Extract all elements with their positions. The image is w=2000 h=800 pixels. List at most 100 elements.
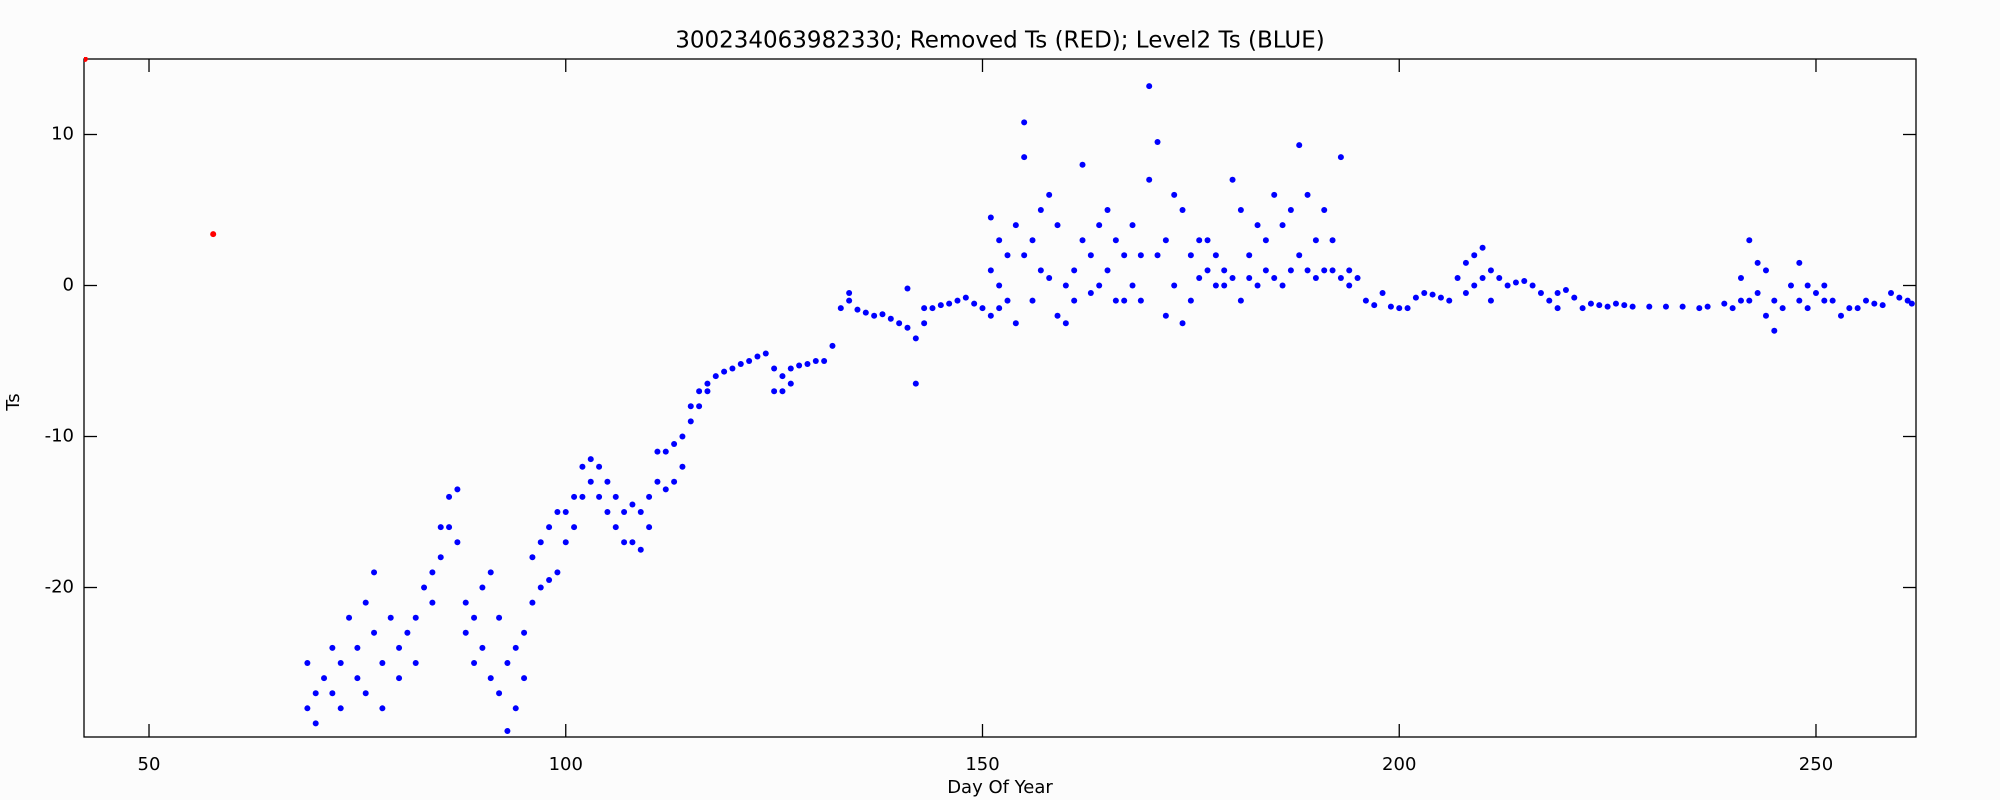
data-point (1387, 303, 1394, 310)
data-point (412, 660, 419, 667)
data-point (1096, 282, 1103, 289)
data-point (1246, 274, 1253, 281)
data-point (1162, 312, 1169, 319)
data-point (1754, 290, 1761, 297)
y-tick-label: 10 (51, 124, 74, 145)
data-point (1379, 290, 1386, 297)
data-point (337, 705, 344, 712)
data-point (779, 388, 786, 395)
data-point (662, 448, 669, 455)
x-tick-label: 150 (965, 754, 999, 775)
data-point (1212, 252, 1219, 259)
data-point (496, 614, 503, 621)
data-point (1237, 207, 1244, 214)
data-point (1479, 274, 1486, 281)
data-point (537, 539, 544, 546)
data-point (1004, 297, 1011, 304)
data-point (1162, 237, 1169, 244)
data-point (479, 644, 486, 651)
data-point (704, 388, 711, 395)
data-point (1004, 252, 1011, 259)
data-point (404, 629, 411, 636)
data-point (529, 599, 536, 606)
data-point (1329, 267, 1336, 274)
data-point (996, 237, 1003, 244)
data-point (637, 509, 644, 516)
data-point (1037, 267, 1044, 274)
data-point (771, 388, 778, 395)
data-point (1837, 312, 1844, 319)
data-point (1279, 282, 1286, 289)
data-point (612, 493, 619, 500)
data-point (879, 311, 886, 318)
data-point (862, 309, 869, 316)
data-point (779, 373, 786, 380)
data-point (929, 305, 936, 312)
data-point (887, 315, 894, 322)
data-point (946, 300, 953, 307)
data-point (1612, 300, 1619, 307)
data-point (437, 524, 444, 531)
data-point (1221, 282, 1228, 289)
data-point (846, 297, 853, 304)
data-point (1304, 191, 1311, 198)
data-point (1137, 297, 1144, 304)
data-point (1296, 142, 1303, 149)
data-point (371, 569, 378, 576)
data-point (1204, 267, 1211, 274)
data-point (1462, 290, 1469, 297)
chart-title: 300234063982330; Removed Ts (RED); Level… (675, 28, 1325, 54)
data-point (362, 599, 369, 606)
data-point (812, 358, 819, 365)
data-point (329, 690, 336, 697)
data-point (1337, 274, 1344, 281)
x-tick-label: 100 (549, 754, 583, 775)
data-point (804, 361, 811, 368)
data-point (854, 306, 861, 313)
data-point (1521, 277, 1528, 284)
data-point (487, 569, 494, 576)
data-point (1721, 300, 1728, 307)
data-point (562, 539, 569, 546)
data-point (1354, 274, 1361, 281)
data-point (1254, 222, 1261, 229)
data-point (954, 297, 961, 304)
data-point (1046, 191, 1053, 198)
data-point (1346, 282, 1353, 289)
data-point (546, 524, 553, 531)
data-point (1171, 282, 1178, 289)
data-point (829, 342, 836, 349)
data-point (454, 486, 461, 493)
x-tick-label: 200 (1382, 754, 1416, 775)
data-point (1871, 300, 1878, 307)
data-point (1312, 274, 1319, 281)
data-point (1579, 305, 1586, 312)
data-point (1762, 312, 1769, 319)
data-point (462, 599, 469, 606)
data-point (1096, 222, 1103, 229)
data-point (1787, 282, 1794, 289)
data-point (1629, 303, 1636, 310)
data-point (529, 554, 536, 561)
data-point (487, 675, 494, 682)
data-point (737, 361, 744, 368)
data-point (1404, 305, 1411, 312)
data-point (1908, 300, 1915, 307)
data-point (846, 290, 853, 297)
data-point (354, 644, 361, 651)
data-point (1146, 83, 1153, 90)
data-point (787, 380, 794, 387)
data-point (1229, 176, 1236, 183)
data-point (912, 335, 919, 342)
data-point (987, 214, 994, 221)
data-point (521, 629, 528, 636)
data-point (646, 524, 653, 531)
data-point (629, 539, 636, 546)
data-point (1196, 237, 1203, 244)
data-point (596, 463, 603, 470)
data-point (1279, 222, 1286, 229)
data-point (1171, 191, 1178, 198)
data-point (1662, 303, 1669, 310)
data-point (662, 486, 669, 493)
data-point (671, 478, 678, 485)
